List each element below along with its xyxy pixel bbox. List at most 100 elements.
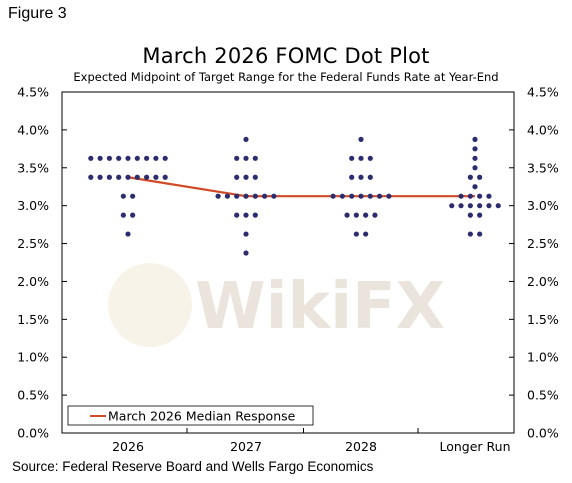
fomc-dot xyxy=(472,155,478,161)
fomc-dot xyxy=(472,146,478,152)
chart-subtitle: Expected Midpoint of Target Range for th… xyxy=(73,70,499,84)
fomc-dot xyxy=(449,203,455,209)
fomc-dot xyxy=(243,250,249,256)
fomc-dot xyxy=(472,136,478,142)
fomc-dot xyxy=(339,193,345,199)
fomc-dot xyxy=(116,174,122,180)
fomc-dot xyxy=(477,193,483,199)
fomc-dot xyxy=(467,203,473,209)
fomc-dot xyxy=(367,155,373,161)
fomc-dot xyxy=(477,212,483,218)
fomc-dot xyxy=(353,212,359,218)
y-tick-label-right: 2.5% xyxy=(527,236,559,251)
fomc-dot xyxy=(116,155,122,161)
fomc-dot xyxy=(372,212,378,218)
watermark-text: WikiFX xyxy=(195,270,445,344)
fomc-dot xyxy=(467,231,473,237)
fomc-dot xyxy=(349,155,355,161)
fomc-dot xyxy=(243,155,249,161)
fomc-dot xyxy=(106,174,112,180)
fomc-dot xyxy=(262,193,268,199)
y-tick-label-left: 0.0% xyxy=(17,426,49,441)
watermark-logo-icon xyxy=(108,263,192,347)
fomc-dot xyxy=(458,203,464,209)
fomc-dot xyxy=(243,231,249,237)
median-response-line xyxy=(127,176,475,198)
fomc-dot xyxy=(477,174,483,180)
fomc-dot xyxy=(344,212,350,218)
watermark: WikiFX xyxy=(108,263,445,347)
fomc-dot xyxy=(125,155,131,161)
legend: March 2026 Median Response xyxy=(67,405,314,426)
fomc-dot xyxy=(486,203,492,209)
fomc-dot xyxy=(358,193,364,199)
x-tick-label: 2026 xyxy=(112,439,144,454)
y-tick-label-left: 1.5% xyxy=(17,312,49,327)
fomc-dot xyxy=(215,193,221,199)
fomc-dot xyxy=(234,155,240,161)
y-tick-label-right: 0.5% xyxy=(527,388,559,403)
fomc-dot xyxy=(88,174,94,180)
fomc-dot xyxy=(125,231,131,237)
fomc-dot xyxy=(252,212,258,218)
y-tick-label-right: 2.0% xyxy=(527,274,559,289)
fomc-dot xyxy=(358,174,364,180)
plot-area-frame xyxy=(61,91,515,434)
fomc-dot xyxy=(495,203,501,209)
fomc-dot xyxy=(134,174,140,180)
fomc-dot xyxy=(467,174,473,180)
fomc-dot xyxy=(153,155,159,161)
fomc-dot xyxy=(97,155,103,161)
fomc-dot xyxy=(243,193,249,199)
fomc-dot xyxy=(358,136,364,142)
fomc-dot xyxy=(363,231,369,237)
fomc-dot xyxy=(243,174,249,180)
fomc-dot xyxy=(252,193,258,199)
fomc-dot xyxy=(162,155,168,161)
fomc-dot xyxy=(130,193,136,199)
y-tick-label-right: 4.5% xyxy=(527,85,559,100)
fomc-dot xyxy=(144,155,150,161)
fomc-dot xyxy=(271,193,277,199)
y-tick-label-left: 1.0% xyxy=(17,350,49,365)
fomc-dot xyxy=(134,155,140,161)
fomc-dot xyxy=(367,193,373,199)
y-tick-label-right: 1.5% xyxy=(527,312,559,327)
fomc-dot xyxy=(477,203,483,209)
fomc-dot xyxy=(153,174,159,180)
fomc-dot xyxy=(243,212,249,218)
fomc-dot xyxy=(330,193,336,199)
fomc-dot xyxy=(97,174,103,180)
fomc-dot xyxy=(234,174,240,180)
legend-label: March 2026 Median Response xyxy=(108,409,296,424)
y-tick-label-left: 4.0% xyxy=(17,122,49,137)
fomc-dot xyxy=(477,231,483,237)
y-tick-label-left: 3.0% xyxy=(17,198,49,213)
x-tick-label: 2027 xyxy=(230,439,262,454)
chart-title: March 2026 FOMC Dot Plot xyxy=(142,44,430,68)
fomc-dot xyxy=(162,174,168,180)
y-tick-label-left: 2.5% xyxy=(17,236,49,251)
fomc-dot xyxy=(472,184,478,190)
fomc-dot xyxy=(243,136,249,142)
fomc-dot xyxy=(252,155,258,161)
fomc-dot xyxy=(144,174,150,180)
fomc-dot xyxy=(363,212,369,218)
fomc-dot xyxy=(467,212,473,218)
fomc-dot xyxy=(349,193,355,199)
fomc-dot xyxy=(358,155,364,161)
y-tick-label-left: 3.5% xyxy=(17,160,49,175)
fomc-dot xyxy=(353,231,359,237)
fomc-dot xyxy=(458,193,464,199)
fomc-dot xyxy=(130,212,136,218)
fomc-dot xyxy=(120,193,126,199)
fomc-dot xyxy=(234,193,240,199)
fomc-dot xyxy=(224,193,230,199)
y-tick-label-right: 0.0% xyxy=(527,426,559,441)
source-note: Source: Federal Reserve Board and Wells … xyxy=(12,459,374,474)
y-tick-label-right: 4.0% xyxy=(527,122,559,137)
fomc-dot xyxy=(367,174,373,180)
fomc-dot xyxy=(467,193,473,199)
figure-label: Figure 3 xyxy=(8,5,67,22)
y-tick-label-left: 4.5% xyxy=(17,85,49,100)
